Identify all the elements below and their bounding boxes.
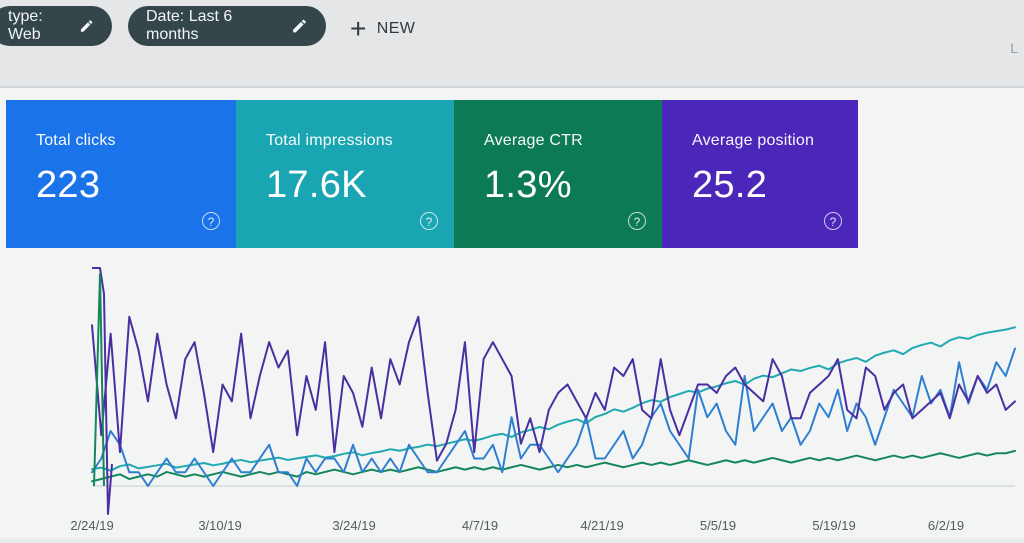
performance-chart[interactable]: 2/24/19 3/10/19 3/24/19 4/7/19 4/21/19 5/5/19… bbox=[0, 254, 1024, 538]
edit-pencil-icon[interactable] bbox=[79, 17, 94, 35]
ctr-initial-spike bbox=[93, 273, 105, 487]
date-filter-chip[interactable]: Date: Last 6 months bbox=[128, 6, 326, 46]
x-tick-label: 3/24/19 bbox=[332, 518, 375, 533]
x-tick-label: 6/2/19 bbox=[928, 518, 964, 533]
performance-panel: Total clicks 223 ? Total impressions 17.… bbox=[0, 88, 1024, 538]
average-ctr-label: Average CTR bbox=[484, 132, 583, 149]
help-icon[interactable]: ? bbox=[628, 212, 646, 230]
total-clicks-label: Total clicks bbox=[36, 132, 116, 149]
x-tick-label: 5/19/19 bbox=[812, 518, 855, 533]
chart-svg[interactable]: 2/24/19 3/10/19 3/24/19 4/7/19 4/21/19 5/5/19… bbox=[0, 254, 1024, 538]
x-tick-label: 4/7/19 bbox=[462, 518, 498, 533]
x-tick-label: 3/10/19 bbox=[198, 518, 241, 533]
x-tick-label: 4/21/19 bbox=[580, 518, 623, 533]
top-right-label: L bbox=[1010, 40, 1018, 56]
plus-icon: + bbox=[350, 13, 367, 44]
help-icon[interactable]: ? bbox=[202, 212, 220, 230]
total-impressions-card[interactable]: Total impressions 17.6K ? bbox=[236, 100, 454, 248]
average-position-card[interactable]: Average position 25.2 ? bbox=[662, 100, 858, 248]
impressions-line bbox=[91, 326, 1016, 472]
edit-pencil-icon[interactable] bbox=[291, 17, 308, 35]
help-icon[interactable]: ? bbox=[824, 212, 842, 230]
total-impressions-label: Total impressions bbox=[266, 132, 394, 149]
new-button-label: NEW bbox=[376, 20, 416, 37]
average-ctr-card[interactable]: Average CTR 1.3% ? bbox=[454, 100, 662, 248]
help-icon[interactable]: ? bbox=[420, 212, 438, 230]
x-tick-label: 2/24/19 bbox=[70, 518, 113, 533]
position-line bbox=[91, 315, 1016, 462]
average-position-label: Average position bbox=[692, 132, 815, 149]
filter-bar: type: Web Date: Last 6 months + NEW L bbox=[0, 0, 1024, 88]
x-tick-label: 5/5/19 bbox=[700, 518, 736, 533]
type-filter-label: type: Web bbox=[8, 8, 43, 43]
total-clicks-value: 223 bbox=[36, 164, 101, 206]
clicks-line bbox=[91, 347, 1016, 487]
type-filter-chip[interactable]: type: Web bbox=[0, 6, 112, 46]
date-filter-label: Date: Last 6 months bbox=[146, 8, 233, 43]
average-ctr-value: 1.3% bbox=[484, 164, 572, 206]
total-clicks-card[interactable]: Total clicks 223 ? bbox=[6, 100, 236, 248]
total-impressions-value: 17.6K bbox=[266, 164, 367, 206]
new-filter-button[interactable]: + NEW bbox=[350, 13, 416, 44]
position-initial-spike bbox=[92, 267, 113, 515]
average-position-value: 25.2 bbox=[692, 164, 768, 206]
